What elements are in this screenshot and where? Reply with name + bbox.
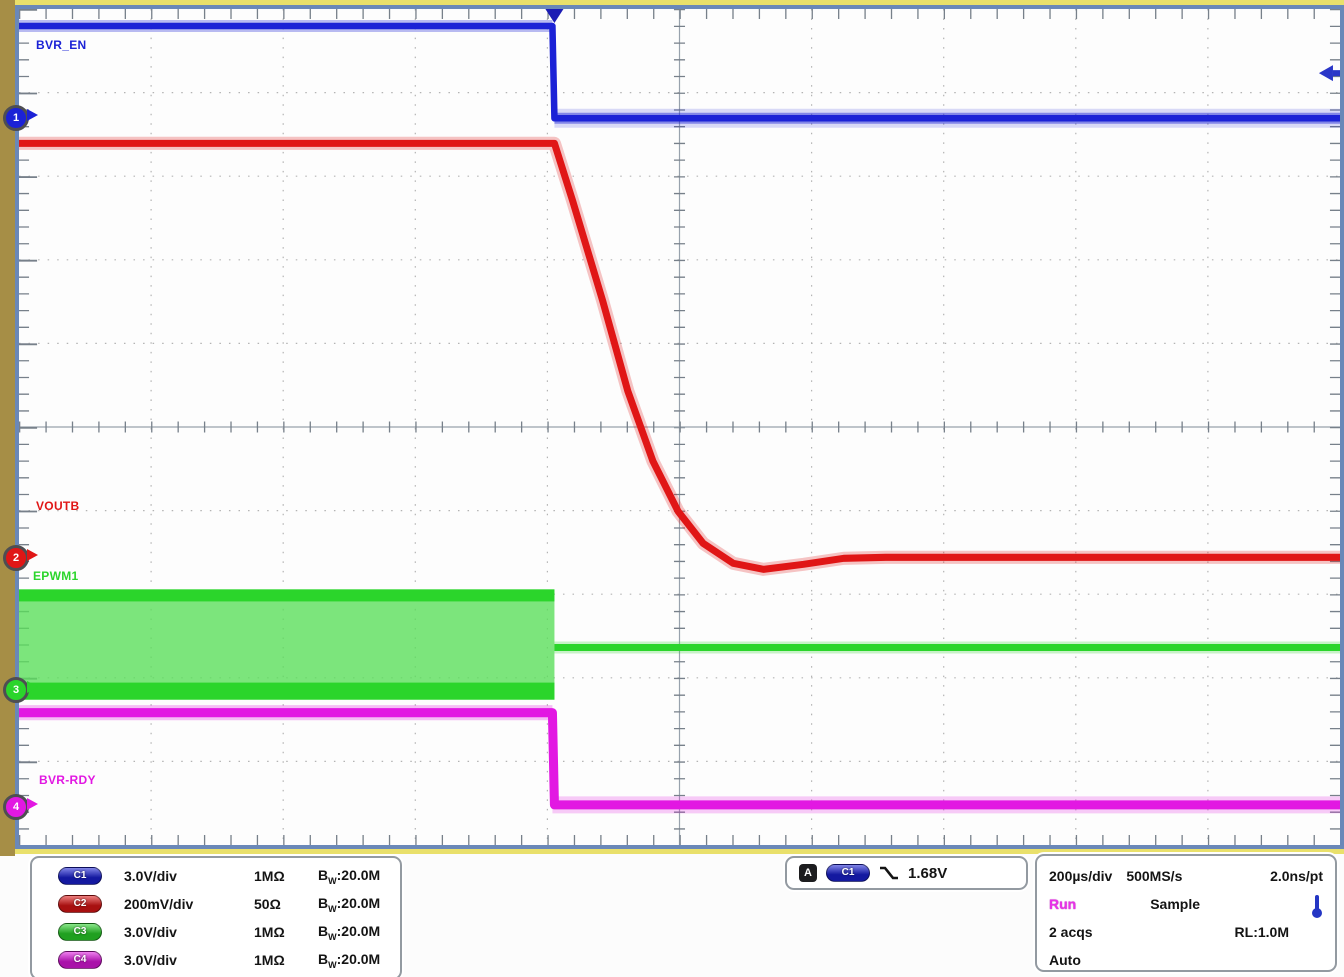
horizontal-readout-panel[interactable]: 200µs/div 500MS/s 2.0ns/pt Run Sample 2 … bbox=[1035, 854, 1337, 972]
channel3-settings-row[interactable]: C3 3.0V/div 1MΩ BW:20.0M bbox=[32, 918, 400, 946]
thermometer-icon bbox=[1311, 895, 1323, 921]
trigger-sweep-mode: Auto bbox=[1049, 952, 1081, 968]
channel2-settings-row[interactable]: C2 200mV/div 50Ω BW:20.0M bbox=[32, 890, 400, 918]
trace-bvr-rdy bbox=[19, 705, 1340, 814]
ch2-badge[interactable]: C2 bbox=[58, 895, 102, 913]
trace-label-epwm1: EPWM1 bbox=[33, 569, 79, 583]
ch3-impedance: 1MΩ bbox=[254, 924, 285, 940]
channel-settings-panel[interactable]: C1 3.0V/div 1MΩ BW:20.0M C2 200mV/div 50… bbox=[30, 856, 402, 977]
ch2-impedance: 50Ω bbox=[254, 896, 281, 912]
record-length-value: RL:1.0M bbox=[1234, 924, 1289, 940]
channel3-marker[interactable]: 3 bbox=[3, 677, 29, 703]
acquisition-mode: Sample bbox=[1150, 896, 1201, 912]
ch2-bandwidth: BW:20.0M bbox=[318, 894, 381, 914]
trigger-system-badge: A bbox=[799, 864, 817, 882]
channel4-marker-arrow bbox=[3, 794, 38, 814]
channel4-settings-row[interactable]: C4 3.0V/div 1MΩ BW:20.0M bbox=[32, 946, 400, 974]
ch4-badge[interactable]: C4 bbox=[58, 951, 102, 969]
sample-rate-value: 500MS/s bbox=[1126, 868, 1183, 884]
ch2-scale: 200mV/div bbox=[124, 896, 194, 912]
trigger-source-badge[interactable]: C1 bbox=[826, 864, 870, 882]
timebase-value: 200µs/div bbox=[1049, 868, 1113, 884]
trace-label-voutb: VOUTB bbox=[36, 499, 80, 513]
trigger-readout-panel[interactable]: A C1 1.68V bbox=[785, 856, 1028, 890]
trace-label-bvr-en: BVR_EN bbox=[36, 38, 87, 52]
channel1-marker-arrow bbox=[3, 105, 38, 125]
trace-voutb bbox=[19, 136, 1340, 576]
ch3-bandwidth: BW:20.0M bbox=[318, 922, 381, 942]
channel1-settings-row[interactable]: C1 3.0V/div 1MΩ BW:20.0M bbox=[32, 862, 400, 890]
trace-bvr-en bbox=[19, 20, 1340, 128]
ch3-badge[interactable]: C3 bbox=[58, 923, 102, 941]
ch1-scale: 3.0V/div bbox=[124, 868, 177, 884]
graticule-and-traces bbox=[19, 9, 1340, 845]
ch1-badge[interactable]: C1 bbox=[58, 867, 102, 885]
trigger-level-value: 1.68V bbox=[908, 864, 948, 882]
trace-epwm1 bbox=[19, 589, 1340, 700]
ch1-impedance: 1MΩ bbox=[254, 868, 285, 884]
bottom-bezel-strip bbox=[15, 849, 1344, 854]
ch4-impedance: 1MΩ bbox=[254, 952, 285, 968]
resolution-value: 2.0ns/pt bbox=[1270, 868, 1323, 884]
ch4-bandwidth: BW:20.0M bbox=[318, 950, 381, 970]
trigger-position-icon[interactable] bbox=[545, 9, 564, 24]
channel3-marker-arrow bbox=[3, 677, 38, 697]
trace-label-bvr-rdy: BVR-RDY bbox=[39, 773, 96, 787]
trigger-level-icon[interactable] bbox=[1318, 65, 1340, 82]
falling-edge-icon bbox=[879, 865, 899, 881]
ch4-scale: 3.0V/div bbox=[124, 952, 177, 968]
channel2-marker[interactable]: 2 bbox=[3, 545, 29, 571]
channel4-marker[interactable]: 4 bbox=[3, 794, 29, 820]
waveform-display bbox=[15, 5, 1344, 849]
acquisition-state: Run bbox=[1049, 896, 1077, 912]
ch1-bandwidth: BW:20.0M bbox=[318, 866, 381, 886]
ch3-scale: 3.0V/div bbox=[124, 924, 177, 940]
channel2-marker-arrow bbox=[3, 545, 38, 565]
top-bezel-strip bbox=[15, 0, 1344, 5]
left-bezel-strip bbox=[0, 0, 15, 856]
acquisition-count: 2 acqs bbox=[1049, 924, 1093, 940]
